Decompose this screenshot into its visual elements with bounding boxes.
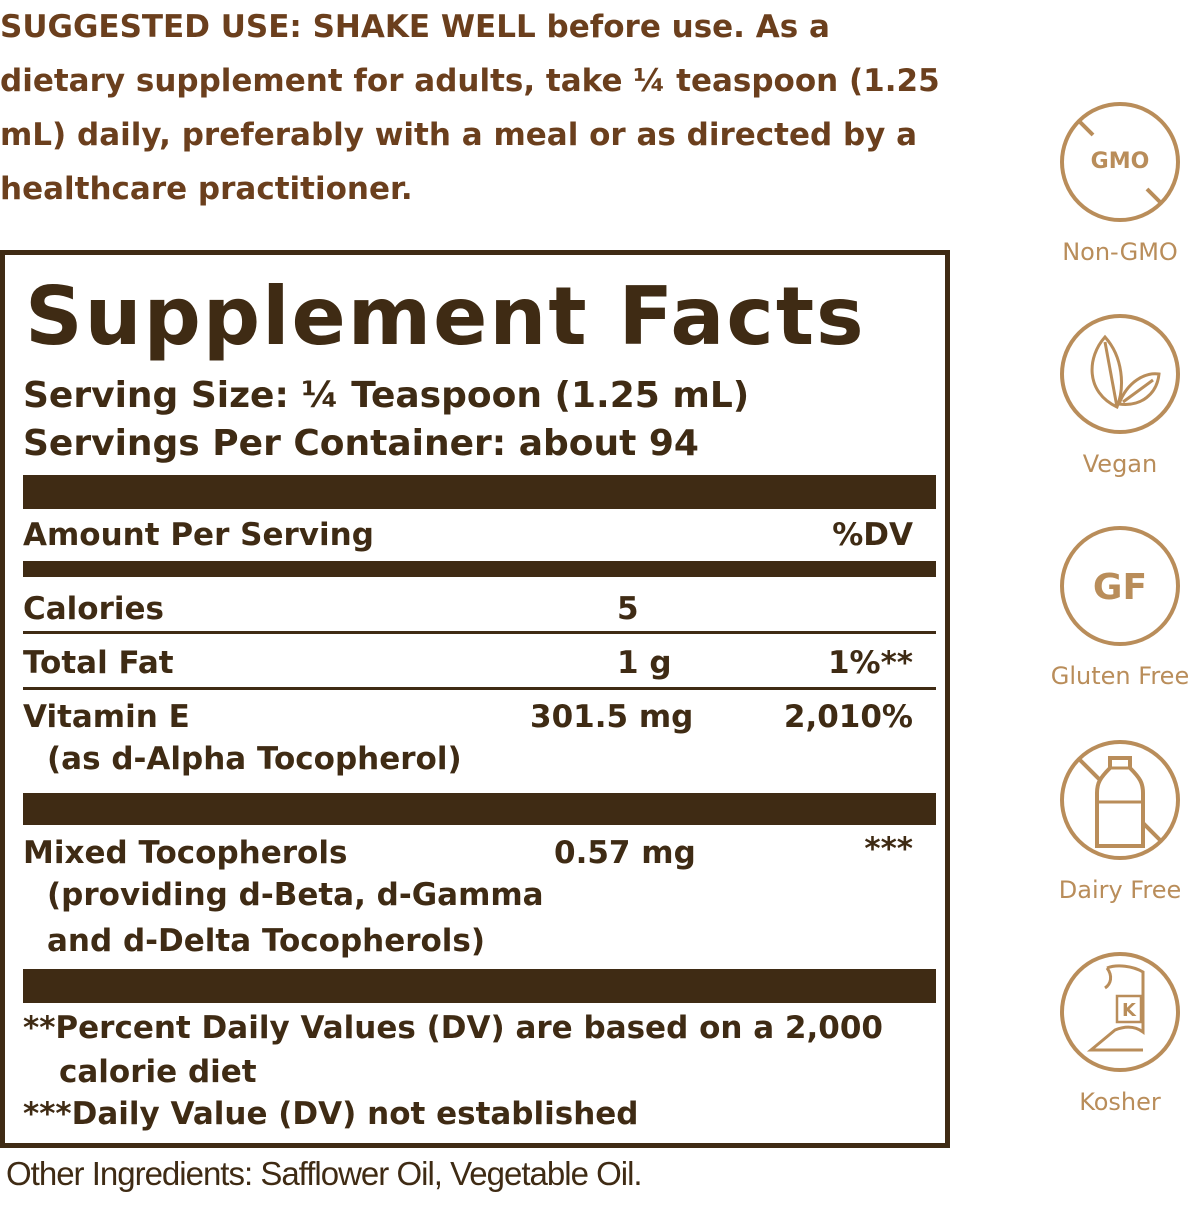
badge-label: Kosher <box>1079 1088 1161 1116</box>
gluten-free-icon: GF <box>1060 526 1180 646</box>
nutrient-sub-mixed-tocopherols: and d-Delta Tocopherols) <box>47 923 486 959</box>
row-divider <box>23 687 936 690</box>
footnote-dv-not-established: ***Daily Value (DV) not established <box>23 1096 639 1132</box>
thick-divider <box>23 793 936 825</box>
leaf-icon <box>1060 314 1180 434</box>
nutrient-dv-total-fat: 1%** <box>827 645 913 681</box>
medium-divider <box>23 561 936 577</box>
badge-label: Non-GMO <box>1062 238 1178 266</box>
suggested-use-line: mL) daily, preferably with a meal or as … <box>0 117 918 153</box>
other-ingredients: Other Ingredients: Safflower Oil, Vegeta… <box>6 1155 643 1192</box>
nutrient-amount-vitamin-e: 301.5 mg <box>530 699 694 735</box>
nutrient-name-total-fat: Total Fat <box>23 645 174 681</box>
badge-label: Dairy Free <box>1058 876 1182 904</box>
nutrient-dv-mixed-tocopherols: *** <box>864 831 913 867</box>
nutrient-name-mixed-tocopherols: Mixed Tocopherols <box>23 835 348 871</box>
suggested-use-text: SUGGESTED USE: SHAKE WELL before use. As… <box>0 0 960 216</box>
suggested-use-line: dietary supplement for adults, take ¼ te… <box>0 63 940 99</box>
kosher-icon-text: K <box>1122 1000 1137 1021</box>
gluten-free-icon-text: GF <box>1093 567 1147 608</box>
amount-per-serving-label: Amount Per Serving <box>23 517 374 553</box>
facts-title: Supplement Facts <box>25 270 866 363</box>
serving-size: Serving Size: ¼ Teaspoon (1.25 mL) <box>23 375 750 416</box>
dv-header: %DV <box>832 517 913 553</box>
badge-vegan: Vegan <box>1040 312 1200 478</box>
thick-divider <box>23 475 936 509</box>
kosher-icon: K <box>1060 952 1180 1072</box>
nutrient-amount-calories: 5 <box>617 591 639 627</box>
row-divider <box>23 631 936 634</box>
badge-non-gmo: GMO Non-GMO <box>1040 100 1200 266</box>
nutrient-amount-total-fat: 1 g <box>617 645 672 681</box>
suggested-use-line: healthcare practitioner. <box>0 171 413 207</box>
footnote-dv-basis-cont: calorie diet <box>59 1054 257 1090</box>
supplement-facts-panel: Supplement Facts Serving Size: ¼ Teaspoo… <box>0 250 950 1148</box>
non-gmo-icon-text: GMO <box>1091 149 1150 174</box>
nutrient-dv-vitamin-e: 2,010% <box>783 699 913 735</box>
footnote-dv-basis: **Percent Daily Values (DV) are based on… <box>23 1010 883 1046</box>
nutrient-amount-mixed-tocopherols: 0.57 mg <box>554 835 696 871</box>
badge-gluten-free: GF Gluten Free <box>1040 524 1200 690</box>
nutrient-sub-mixed-tocopherols: (providing d-Beta, d-Gamma <box>47 877 544 913</box>
dairy-free-icon <box>1060 740 1180 860</box>
badge-kosher: K Kosher <box>1040 950 1200 1116</box>
servings-per-container: Servings Per Container: about 94 <box>23 423 699 464</box>
badge-label: Vegan <box>1082 450 1158 478</box>
nutrient-name-vitamin-e: Vitamin E <box>23 699 190 735</box>
non-gmo-icon: GMO <box>1060 102 1180 222</box>
nutrient-name-calories: Calories <box>23 591 164 627</box>
thick-divider <box>23 969 936 1003</box>
suggested-use-line: SUGGESTED USE: SHAKE WELL before use. As… <box>0 9 830 45</box>
badge-label: Gluten Free <box>1050 662 1190 690</box>
nutrient-sub-vitamin-e: (as d-Alpha Tocopherol) <box>47 741 462 777</box>
badge-dairy-free: Dairy Free <box>1040 738 1200 904</box>
